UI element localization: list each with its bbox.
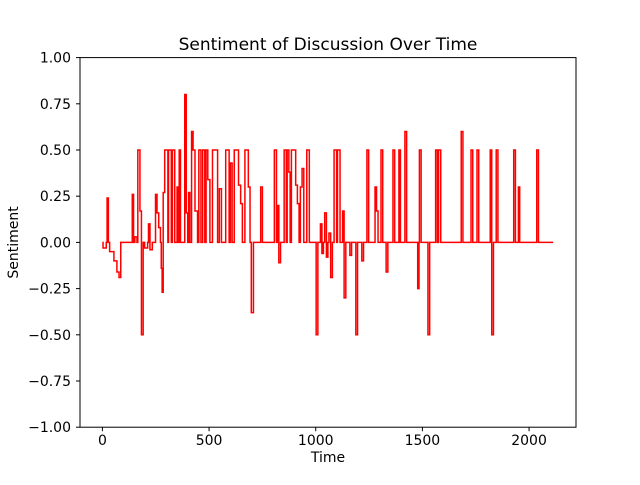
x-tick-label: 1000 bbox=[298, 433, 334, 449]
x-tick-label: 2000 bbox=[511, 433, 547, 449]
x-axis-label: Time bbox=[310, 450, 345, 466]
x-tick-label: 1500 bbox=[405, 433, 441, 449]
y-tick-label: 0.50 bbox=[40, 143, 71, 159]
y-tick-label: 0.00 bbox=[40, 235, 71, 251]
chart-title: Sentiment of Discussion Over Time bbox=[179, 35, 478, 55]
series-group bbox=[102, 93, 554, 336]
y-tick-label: 0.25 bbox=[40, 189, 71, 205]
y-tick-label: 0.75 bbox=[40, 97, 71, 113]
y-axis-label: Sentiment bbox=[6, 206, 22, 279]
sentiment-line bbox=[102, 93, 554, 336]
y-tick-label: −0.50 bbox=[28, 328, 71, 344]
y-tick-label: −1.00 bbox=[28, 420, 71, 436]
y-tick-label: −0.25 bbox=[28, 282, 71, 298]
y-tick-label: −0.75 bbox=[28, 374, 71, 390]
y-tick-label: 1.00 bbox=[40, 51, 71, 67]
x-tick-label: 0 bbox=[98, 433, 107, 449]
x-tick-label: 500 bbox=[196, 433, 223, 449]
